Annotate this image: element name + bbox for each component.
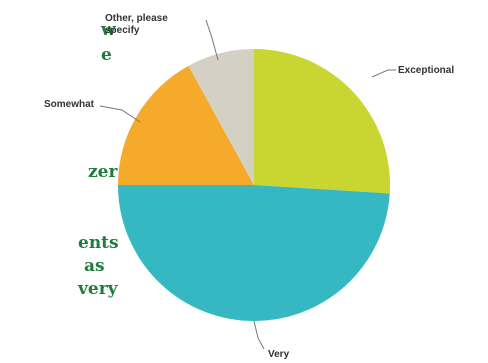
- pie-slice-very: [118, 185, 390, 321]
- leader-line: [205, 19, 219, 61]
- pie-slice-other-please-specify: [188, 49, 254, 185]
- slice-label: Exceptional: [398, 65, 454, 76]
- slice-label: Somewhat: [44, 99, 95, 110]
- slice-label: specify: [105, 25, 140, 36]
- leader-line: [253, 320, 265, 350]
- leader-line: [99, 105, 141, 123]
- slice-label: Other, please: [105, 13, 168, 24]
- pie-slice-exceptional: [254, 49, 390, 194]
- slice-label: Very: [268, 349, 290, 360]
- leader-line: [371, 69, 396, 78]
- pie-slice-somewhat: [118, 65, 254, 185]
